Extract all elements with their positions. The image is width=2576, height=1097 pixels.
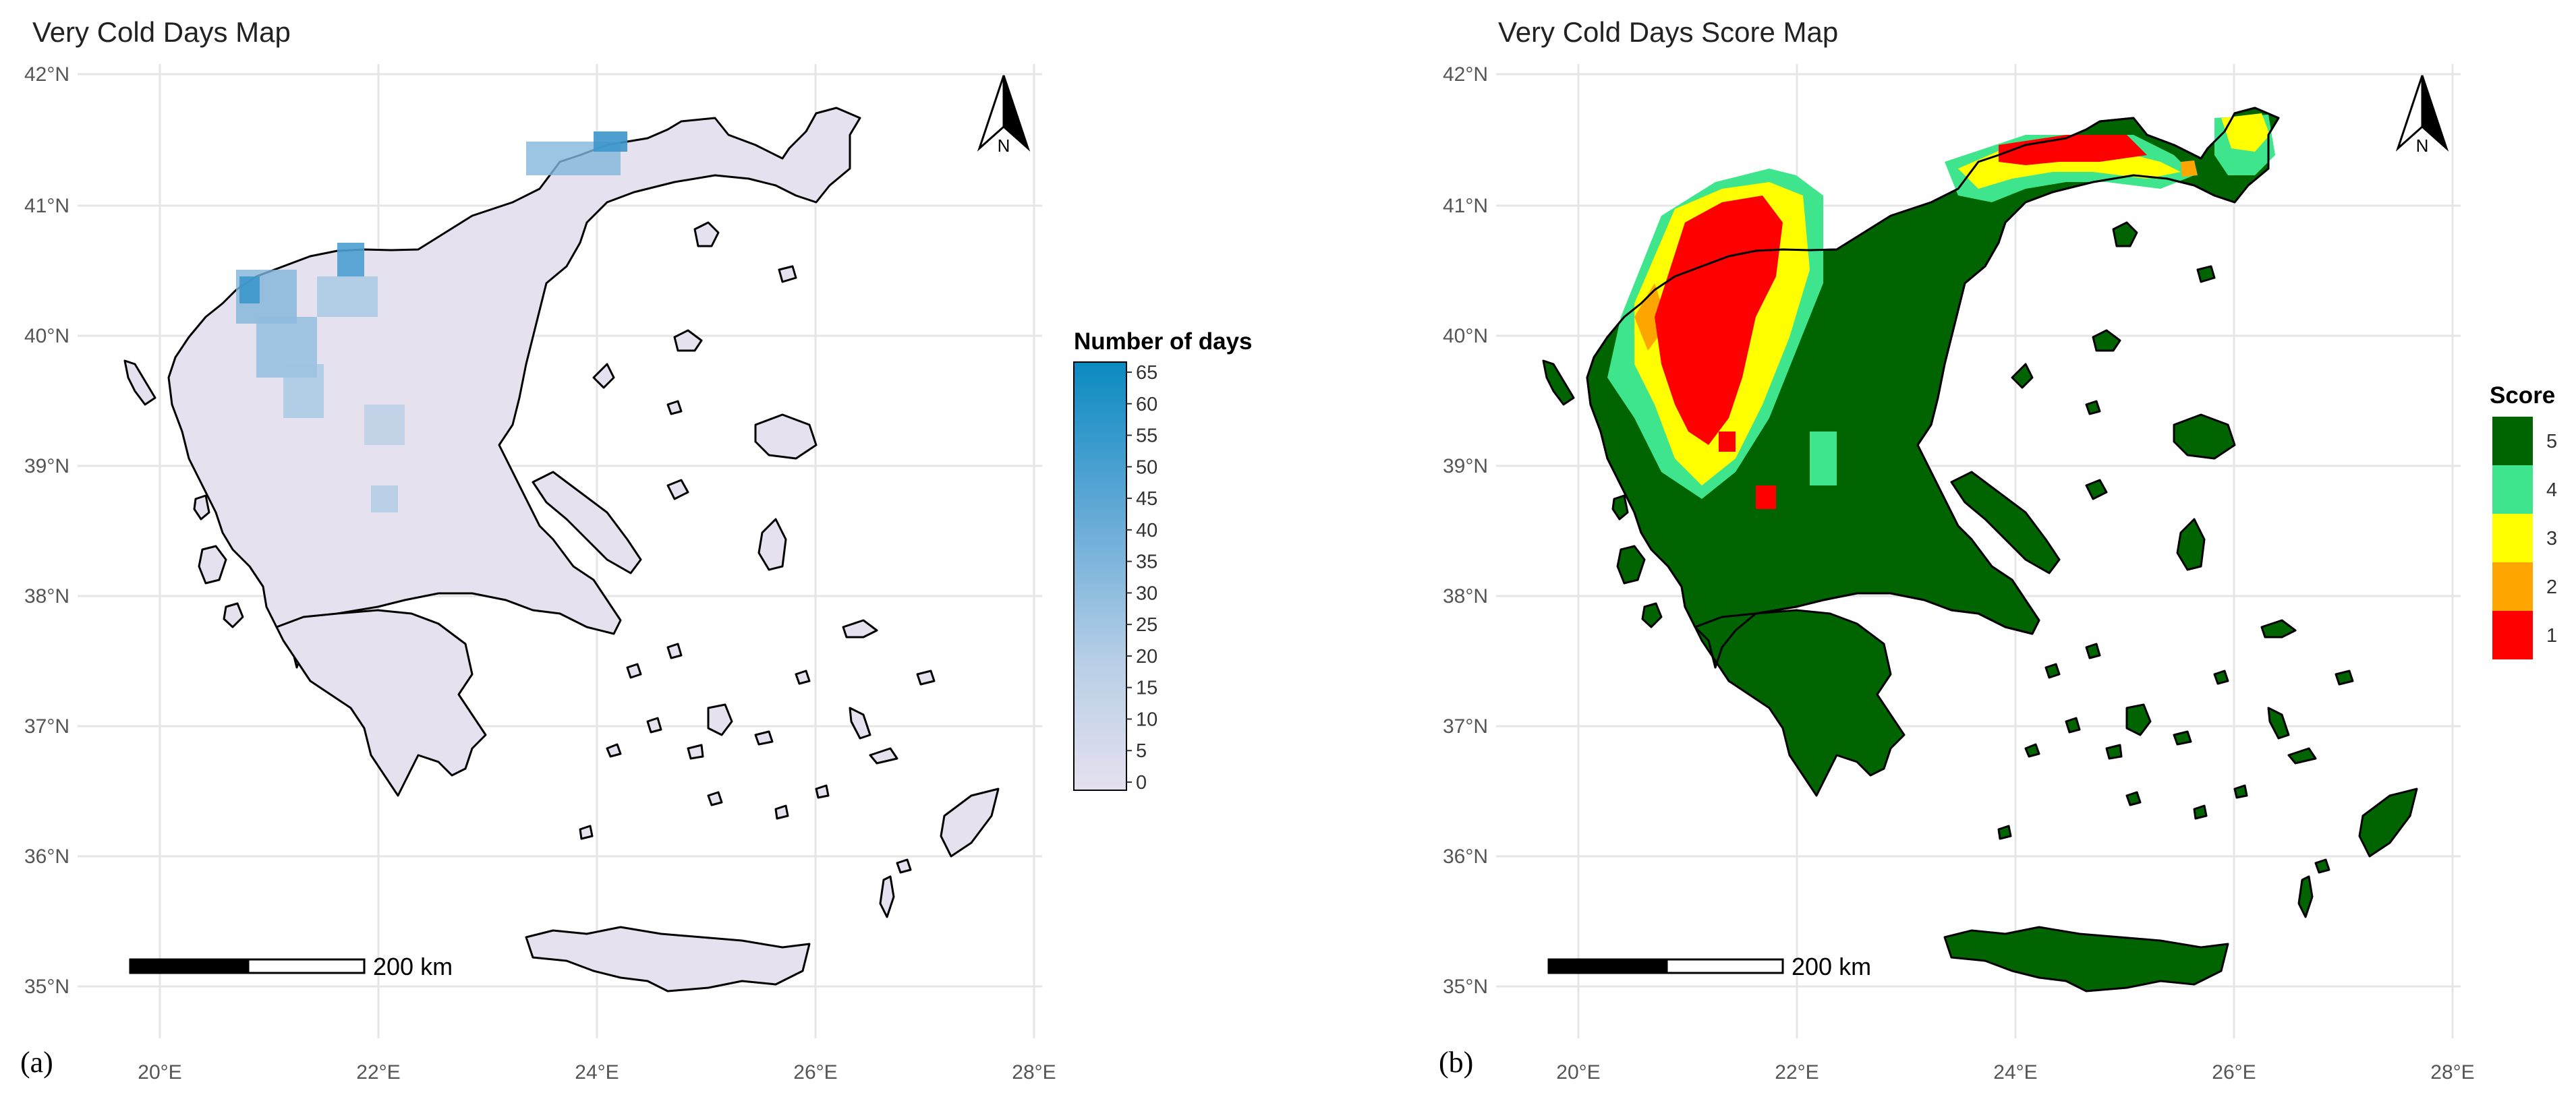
legend-tick-label: 60 — [1136, 394, 1157, 415]
score-legend-swatch — [2492, 465, 2533, 514]
panel-a-north-arrow: N — [977, 75, 1031, 156]
score-legend-swatch — [2492, 611, 2533, 659]
panel-b-x-axis: 20°E 22°E 24°E 26°E 28°E — [1556, 1061, 2474, 1084]
north-label: N — [998, 136, 1010, 156]
score-legend-label: 3 — [2546, 528, 2557, 550]
legend-tick-label: 5 — [1136, 740, 1147, 762]
x-label: 28°E — [2430, 1061, 2474, 1084]
legend-tick-label: 35 — [1136, 552, 1157, 573]
legend-tick-label: 45 — [1136, 488, 1157, 510]
x-label: 24°E — [1993, 1061, 2037, 1084]
y-label: 36°N — [1443, 846, 1488, 868]
panel-b-title: Very Cold Days Score Map — [1498, 16, 1838, 48]
x-label: 26°E — [793, 1061, 837, 1084]
legend-tick-label: 15 — [1136, 678, 1157, 699]
scalebar-label: 200 km — [373, 953, 453, 980]
scalebar-label: 200 km — [1792, 953, 1871, 980]
legend-tick-label: 25 — [1136, 614, 1157, 636]
score-legend-label: 4 — [2546, 479, 2557, 501]
legend-tick-label: 10 — [1136, 709, 1157, 730]
legend-tick-label: 30 — [1136, 583, 1157, 604]
legend-tick-label: 65 — [1136, 362, 1157, 384]
x-label: 22°E — [356, 1061, 400, 1084]
legend-title: Score — [2490, 382, 2555, 409]
y-label: 37°N — [24, 715, 69, 738]
x-label: 24°E — [575, 1061, 619, 1084]
score-legend-label: 2 — [2546, 576, 2557, 598]
panel-b-north-arrow: N — [2395, 75, 2449, 156]
panel-a-legend: Number of days 6560555045403530252015105… — [1073, 328, 1253, 794]
panel-a-x-axis: 20°E 22°E 24°E 26°E 28°E — [138, 1061, 1056, 1084]
legend-tick-label: 55 — [1136, 425, 1157, 447]
x-label: 20°E — [138, 1061, 181, 1084]
y-label: 38°N — [24, 585, 69, 607]
y-label: 35°N — [1443, 976, 1488, 998]
y-label: 41°N — [1443, 195, 1488, 217]
score-legend-label: 1 — [2546, 625, 2557, 647]
legend-colorbar — [1073, 361, 1127, 791]
y-label: 39°N — [24, 455, 69, 477]
y-label: 38°N — [1443, 585, 1488, 607]
x-label: 26°E — [2212, 1061, 2256, 1084]
panel-a: Very Cold Days Map 42°N 41°N 40°N 39°N 3… — [20, 16, 1253, 1084]
legend-title: Number of days — [1074, 328, 1253, 355]
y-label: 35°N — [24, 976, 69, 998]
x-label: 20°E — [1556, 1061, 1600, 1084]
score-legend-label: 5 — [2546, 431, 2557, 452]
panel-a-y-axis: 42°N 41°N 40°N 39°N 38°N 37°N 36°N 35°N — [24, 63, 69, 998]
panel-a-title: Very Cold Days Map — [32, 16, 291, 48]
score-legend-swatch — [2492, 514, 2533, 562]
legend-tick-label: 0 — [1136, 772, 1147, 794]
north-label: N — [2416, 136, 2429, 156]
panel-a-cold-hotspots — [236, 131, 627, 512]
panel-b-y-axis: 42°N 41°N 40°N 39°N 38°N 37°N 36°N 35°N — [1443, 63, 1488, 998]
legend-tick-label: 40 — [1136, 520, 1157, 541]
score-legend-items: 5 4 3 2 1 — [2492, 417, 2557, 659]
x-label: 22°E — [1775, 1061, 1819, 1084]
panel-a-land — [123, 107, 1000, 992]
legend-tick-label: 50 — [1136, 456, 1157, 478]
y-label: 40°N — [1443, 325, 1488, 347]
y-label: 39°N — [1443, 455, 1488, 477]
score-legend-swatch — [2492, 562, 2533, 611]
panel-b-caption: (b) — [1439, 1046, 1473, 1079]
panel-b-scalebar: 200 km — [1547, 953, 1871, 980]
y-label: 36°N — [24, 846, 69, 868]
y-label: 37°N — [1443, 715, 1488, 738]
y-label: 42°N — [24, 63, 69, 86]
panel-b-legend: Score 5 4 3 2 1 — [2490, 382, 2557, 659]
x-label: 28°E — [1012, 1061, 1056, 1084]
panel-a-caption: (a) — [20, 1046, 53, 1079]
score-legend-swatch — [2492, 417, 2533, 465]
y-label: 41°N — [24, 195, 69, 217]
y-label: 40°N — [24, 325, 69, 347]
panel-b: Very Cold Days Score Map 42°N 41°N 40°N … — [1439, 16, 2557, 1084]
y-label: 42°N — [1443, 63, 1488, 86]
legend-tick-label: 20 — [1136, 646, 1157, 668]
panel-a-scalebar: 200 km — [129, 953, 453, 980]
